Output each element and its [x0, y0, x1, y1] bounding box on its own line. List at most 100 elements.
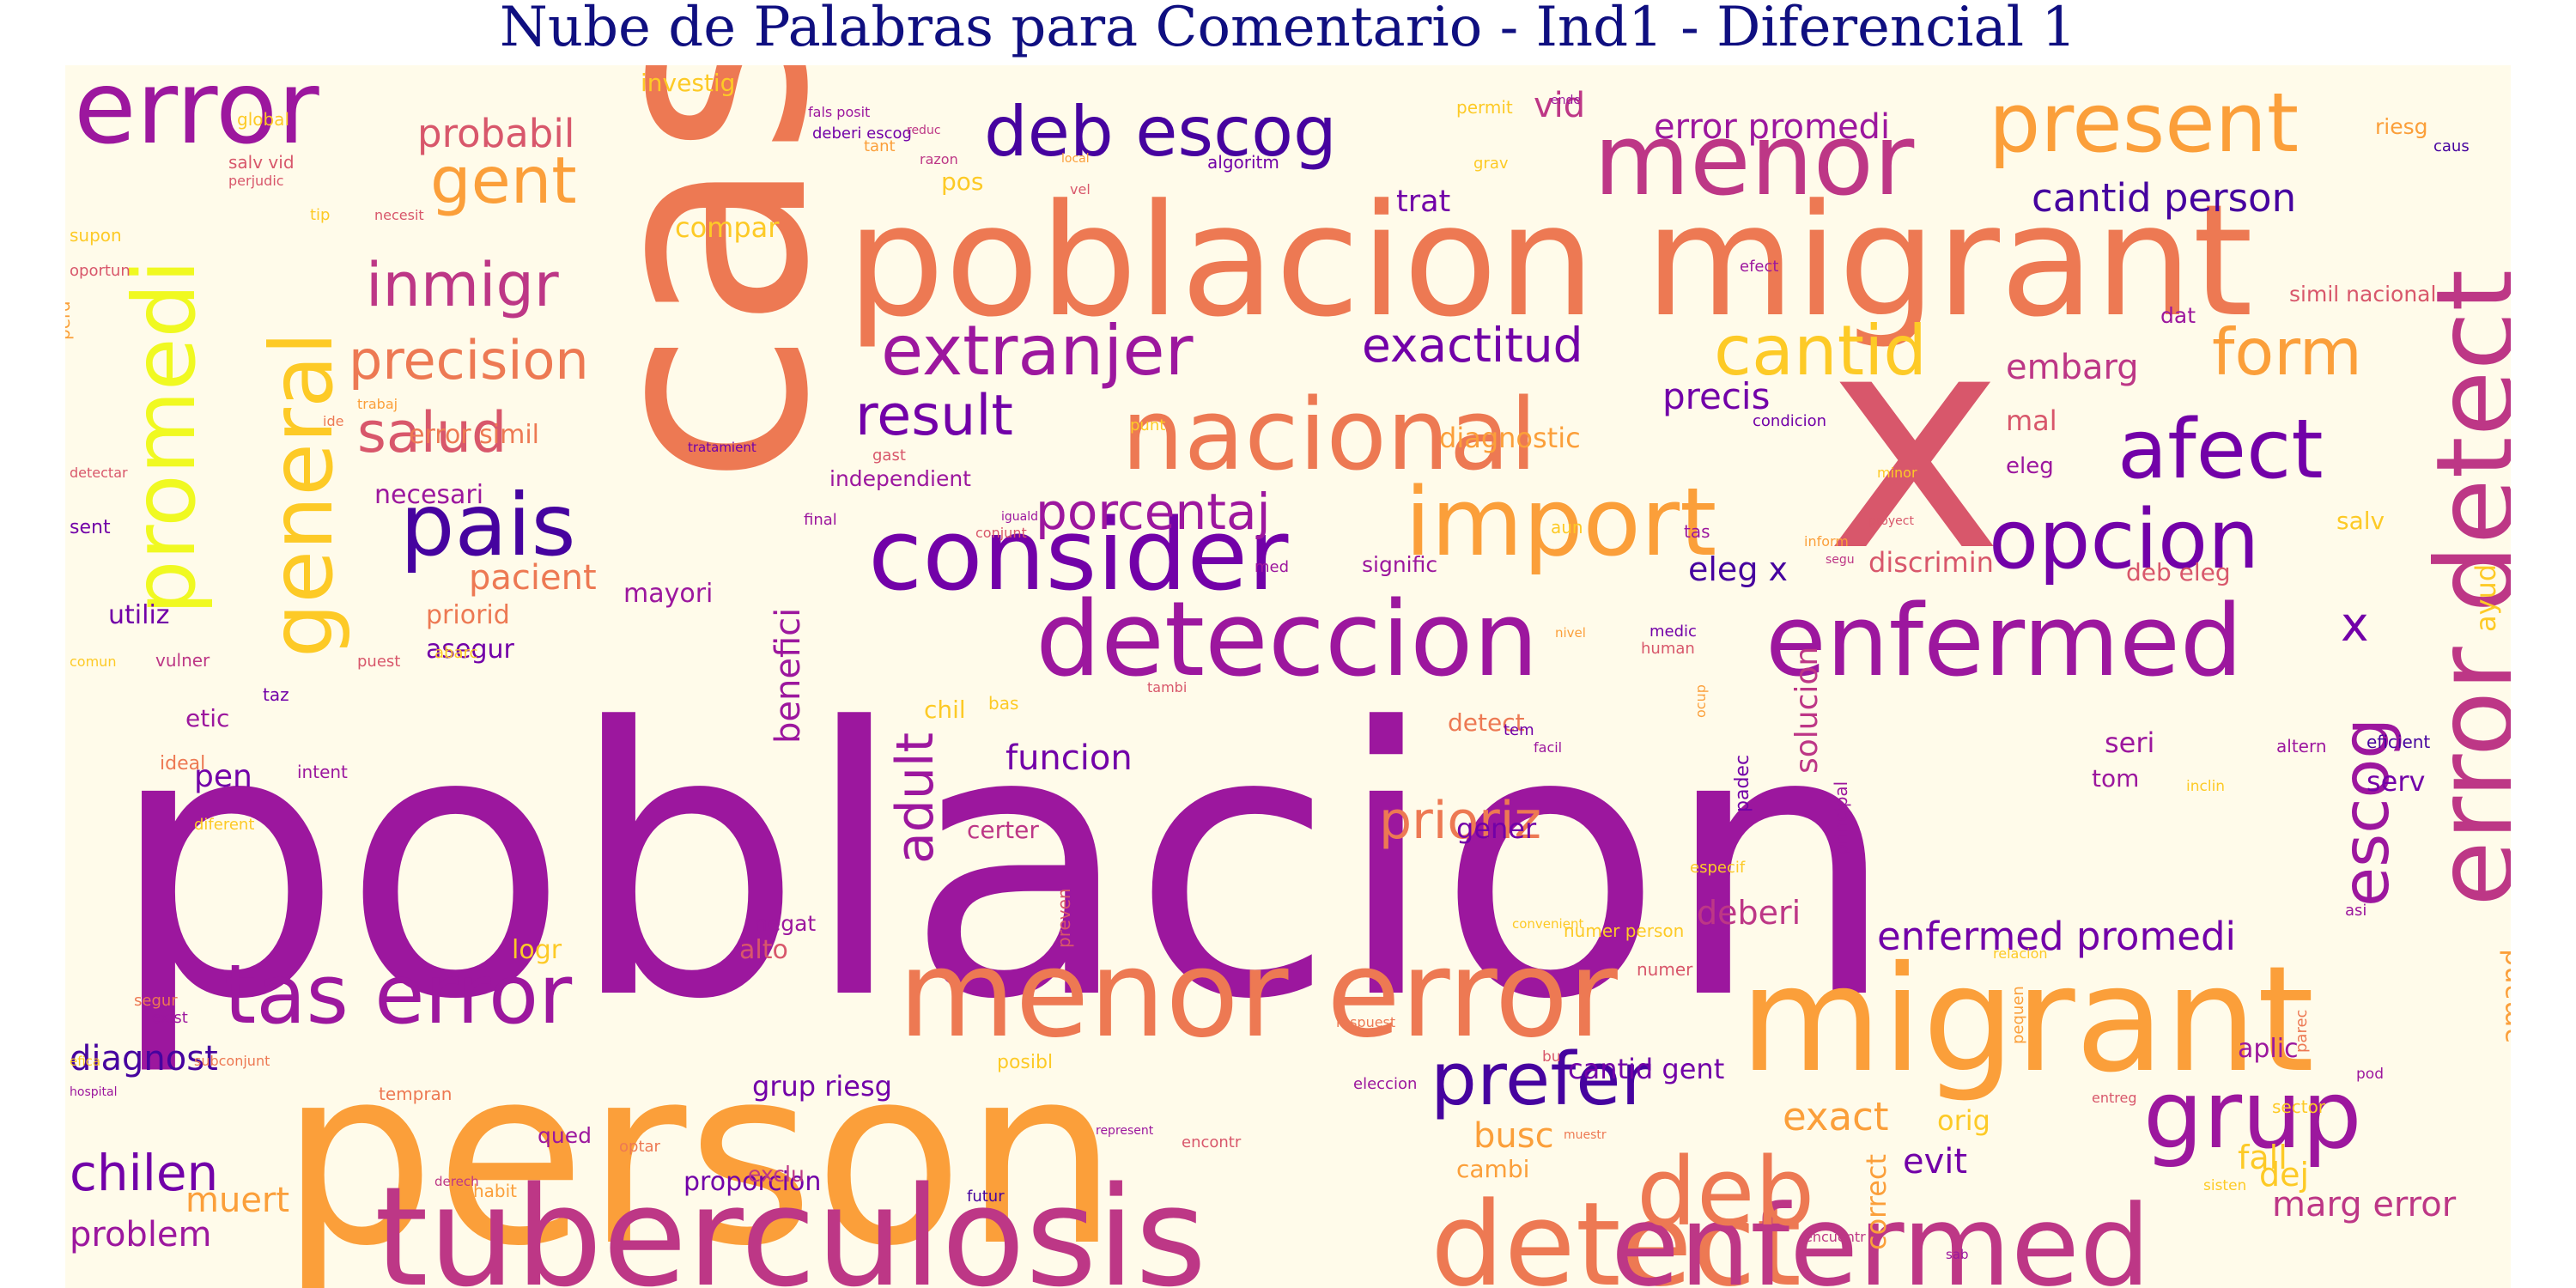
- cloud-word: diferent: [194, 816, 254, 834]
- cloud-word: consider: [868, 498, 1289, 613]
- cloud-word: bu: [1542, 1048, 1561, 1066]
- cloud-word: opcion: [1989, 493, 2259, 587]
- cloud-word: diagnost: [70, 1039, 218, 1078]
- cloud-word: trat: [1396, 185, 1450, 219]
- cloud-word: grup: [2143, 1060, 2362, 1170]
- cloud-word: razon: [920, 151, 958, 167]
- cloud-word: busc: [1473, 1116, 1554, 1156]
- cloud-word: respuest: [1336, 1014, 1395, 1030]
- cloud-word: ocup: [1692, 684, 1709, 718]
- cloud-word: general: [252, 331, 352, 658]
- cloud-word: efica: [70, 1054, 100, 1069]
- cloud-word: extranjer: [881, 311, 1194, 391]
- cloud-word: nacional: [1121, 378, 1537, 493]
- cloud-word: tant: [864, 137, 896, 155]
- cloud-word: probabil: [417, 111, 574, 156]
- cloud-word: negat: [754, 911, 816, 936]
- cloud-word: priorid: [426, 600, 510, 630]
- cloud-word: vel: [1070, 181, 1091, 197]
- cloud-word: inmigr: [366, 250, 559, 320]
- cloud-word: chilen: [70, 1144, 218, 1202]
- cloud-word: bas: [988, 693, 1018, 714]
- cloud-word: inclin: [2186, 778, 2225, 795]
- cloud-word: afect: [2117, 403, 2324, 497]
- cloud-word: exact: [1783, 1094, 1889, 1139]
- cloud-word: escog: [2328, 718, 2403, 907]
- cloud-word: diagnostic: [1439, 422, 1581, 454]
- cloud-word: represent: [1096, 1124, 1154, 1138]
- cloud-word: habit: [473, 1181, 517, 1201]
- cloud-word: final: [804, 511, 837, 529]
- cloud-word: tom: [2092, 764, 2139, 793]
- cloud-word: prioriz: [1379, 791, 1541, 851]
- cloud-word: salv: [2336, 507, 2385, 535]
- cloud-word: sab: [1946, 1247, 1969, 1262]
- cloud-word: asi: [2345, 902, 2366, 920]
- cloud-word: deberi escog: [812, 125, 912, 143]
- cloud-word: deb escog: [984, 92, 1337, 172]
- cloud-word: ende: [1551, 94, 1581, 107]
- cloud-word: logr: [512, 935, 562, 965]
- cloud-word: pos: [941, 167, 984, 196]
- cloud-word: alto: [739, 935, 788, 965]
- cloud-word: enfermed: [1611, 1181, 2150, 1288]
- cloud-word: person: [280, 1015, 1119, 1288]
- cloud-word: deberi: [1697, 894, 1801, 932]
- cloud-word: tempran: [379, 1084, 452, 1104]
- cloud-word: grup riesg: [752, 1070, 892, 1103]
- cloud-word: deteccion: [1036, 580, 1539, 700]
- cloud-word: condicion: [1753, 412, 1826, 430]
- cloud-word: compar: [675, 211, 780, 244]
- cloud-word: conjunt: [975, 525, 1027, 541]
- cloud-word: vid: [1534, 86, 1585, 125]
- cloud-word: necesari: [374, 480, 483, 510]
- cloud-word: ayud: [2470, 564, 2502, 632]
- cloud-word: permit: [1456, 97, 1513, 118]
- cloud-word: oportun: [70, 262, 131, 280]
- cloud-word: supon: [70, 225, 122, 246]
- cloud-word: aplic: [2238, 1034, 2299, 1064]
- cloud-word: trabaj: [357, 396, 398, 412]
- cloud-word: promedi: [114, 259, 215, 615]
- cloud-word: precision: [349, 329, 589, 392]
- cloud-word: x: [1826, 267, 2003, 617]
- cloud-word: inform: [1804, 533, 1849, 550]
- chart-title: Nube de Palabras para Comentario - Ind1 …: [499, 0, 2077, 59]
- cloud-word: grav: [1473, 155, 1509, 173]
- cloud-word: punt: [1130, 416, 1165, 434]
- cloud-word: eleg: [2006, 453, 2054, 479]
- cloud-word: derech: [434, 1174, 479, 1189]
- cloud-word: hospital: [70, 1085, 117, 1099]
- cloud-word: solucion: [1789, 647, 1825, 774]
- cloud-word: vulner: [155, 650, 210, 671]
- cloud-word: pod: [2356, 1066, 2384, 1083]
- cloud-word: error: [74, 65, 319, 167]
- cloud-word: eficient: [2366, 732, 2430, 752]
- cloud-word: preven: [1054, 888, 1074, 948]
- cloud-word: eleccion: [1353, 1075, 1417, 1093]
- cloud-word: pais: [400, 475, 576, 575]
- cloud-word: serv: [2366, 765, 2425, 798]
- cloud-word: deb: [1637, 1137, 1814, 1247]
- cloud-word: muestr: [1564, 1128, 1607, 1142]
- cloud-word: posibl: [997, 1052, 1053, 1073]
- cloud-word: investig: [641, 69, 735, 97]
- cloud-word: principal: [1831, 781, 1851, 855]
- cloud-word: detect: [1448, 708, 1525, 737]
- cloud-word: qued: [538, 1123, 592, 1148]
- cloud-word: menor error: [898, 925, 1618, 1065]
- cloud-word: eleg x: [1688, 550, 1788, 588]
- cloud-word: reduc: [907, 124, 941, 137]
- cloud-word: caus: [2433, 137, 2470, 155]
- cloud-word: benefici: [769, 608, 808, 744]
- cloud-word: intent: [297, 762, 348, 782]
- cloud-word: mal: [2006, 404, 2057, 437]
- cloud-word: error simil: [409, 420, 539, 450]
- cloud-word: poblacion migrant: [847, 172, 2253, 351]
- cloud-word: pequen: [2009, 986, 2027, 1044]
- cloud-word: certer: [967, 816, 1039, 844]
- cloud-word: proporcion: [683, 1167, 821, 1197]
- cloud-word: global: [237, 109, 289, 130]
- cloud-word: tas: [1684, 521, 1710, 542]
- cloud-word: signific: [1362, 552, 1437, 577]
